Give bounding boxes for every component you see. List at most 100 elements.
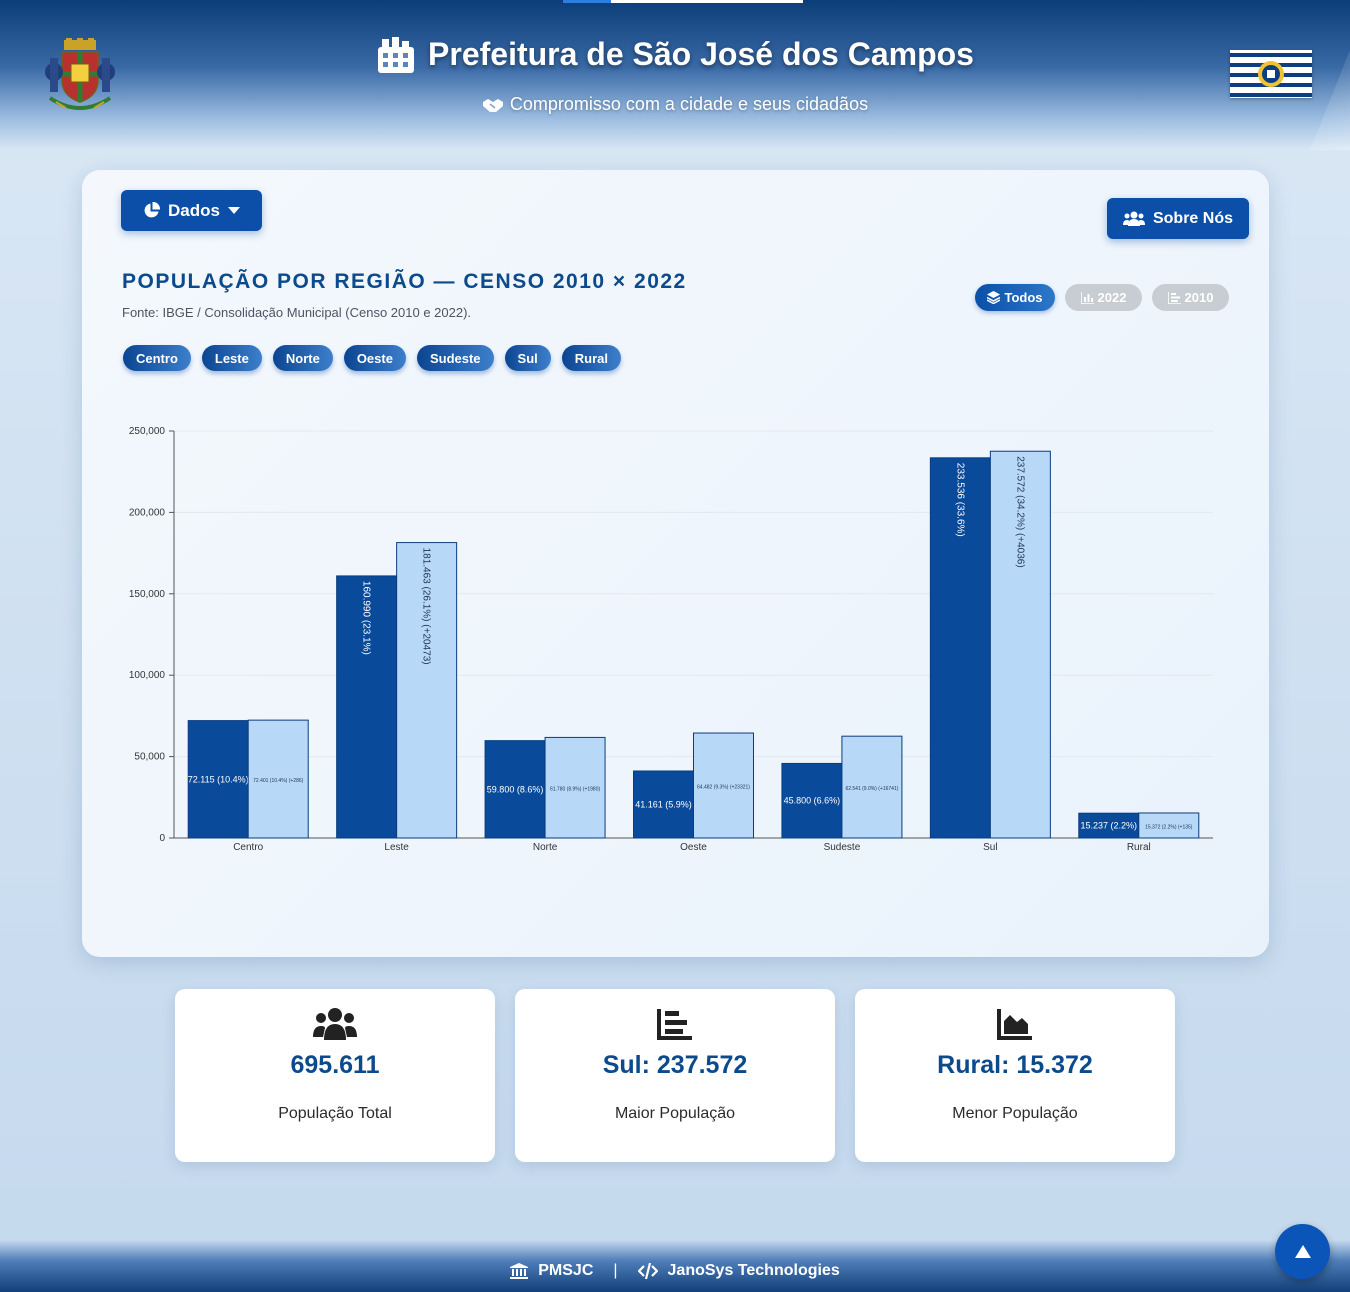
- toggle-todos-label: Todos: [1004, 290, 1043, 305]
- chart-bars-left-icon: [1167, 291, 1181, 304]
- toggle-2022[interactable]: 2022: [1065, 284, 1142, 311]
- bar-value-label: 72.401 (10.4%) (+286): [253, 778, 304, 784]
- site-subtitle: Compromisso com a cidade e seus cidadãos: [0, 94, 1350, 115]
- chip-sul[interactable]: Sul: [504, 345, 551, 371]
- x-tick-label: Oeste: [680, 842, 707, 853]
- x-tick-label: Rural: [1127, 842, 1151, 853]
- stat-min-label: Menor População: [952, 1105, 1078, 1122]
- bar-value-label: 61.780 (8.9%) (+1980): [550, 787, 601, 793]
- view-toggle-group: Todos 2022 2010: [975, 284, 1229, 311]
- bar-oeste-first: [633, 770, 694, 839]
- chart-title: POPULAÇÃO POR REGIÃO — CENSO 2010 × 2022: [122, 270, 687, 293]
- city-buildings-icon: [378, 36, 415, 73]
- bar-value-label: 181.463 (26.1%) (+20473): [421, 548, 432, 665]
- stat-card-min: Rural: 15.372 Menor População: [855, 989, 1175, 1162]
- stat-card-total: 695.611 População Total: [175, 989, 495, 1162]
- y-tick-label: 50,000: [134, 752, 165, 763]
- landmark-icon: [510, 1263, 529, 1279]
- y-tick-label: 0: [159, 833, 165, 844]
- population-bar-chart: 0 50,000 100,000 150,000 200,000 250,000 72.11…: [129, 426, 1213, 853]
- chart-source: Fonte: IBGE / Consolidação Municipal (Ce…: [122, 305, 472, 320]
- layers-icon: [987, 291, 1001, 304]
- bar-leste-first: [336, 575, 398, 839]
- footer-pmsjc-link[interactable]: PMSJC: [538, 1262, 594, 1279]
- y-tick-label: 100,000: [129, 670, 166, 681]
- bar-value-label: 160.990 (23.1%): [361, 581, 372, 655]
- toggle-2010-label: 2010: [1184, 290, 1214, 305]
- bar-value-label: 41.161 (5.9%): [635, 799, 692, 809]
- bar-value-label: 15.237 (2.2%): [1081, 821, 1138, 831]
- users-icon: [313, 1008, 357, 1040]
- chip-norte[interactable]: Norte: [272, 345, 333, 371]
- bar-sul-second: [989, 450, 1051, 839]
- back-to-top-button[interactable]: [1275, 1224, 1330, 1279]
- top-progress-strip: [563, 0, 803, 3]
- footer-content: PMSJC | JanoSys Technologies: [0, 1259, 1350, 1283]
- chip-sudeste[interactable]: Sudeste: [416, 345, 494, 371]
- chip-oeste[interactable]: Oeste: [343, 345, 406, 371]
- footer-janosys-link[interactable]: JanoSys Technologies: [667, 1262, 840, 1279]
- dados-label: Dados: [168, 200, 220, 220]
- stat-min-value: Rural: 15.372: [937, 1051, 1093, 1079]
- coat-of-arms-logo[interactable]: [42, 38, 118, 112]
- stat-total-label: População Total: [278, 1105, 392, 1122]
- toggle-todos[interactable]: Todos: [975, 284, 1055, 311]
- bar-value-label: 15.372 (2.2%) (+135): [1145, 824, 1193, 830]
- bar-sul-first: [929, 457, 991, 839]
- arrow-up-icon: [1294, 1245, 1311, 1258]
- y-tick-label: 150,000: [129, 589, 166, 600]
- dados-dropdown-button[interactable]: Dados: [121, 190, 262, 231]
- site-footer: [0, 1240, 1350, 1292]
- stat-total-value: 695.611: [290, 1051, 380, 1079]
- site-subtitle-text: Compromisso com a cidade e seus cidadãos: [509, 94, 869, 114]
- chip-leste[interactable]: Leste: [201, 345, 262, 371]
- stat-max-label: Maior População: [614, 1105, 736, 1122]
- bar-centro-first: [187, 720, 249, 839]
- bar-leste-second: [396, 542, 458, 839]
- site-title: Prefeitura de São José dos Campos: [0, 36, 1350, 73]
- x-tick-label: Norte: [533, 842, 558, 853]
- bar-sudeste-first: [781, 762, 843, 839]
- bar-oeste-second: [693, 732, 754, 839]
- chip-centro[interactable]: Centro: [123, 345, 191, 371]
- bar-chart-icon: [1080, 291, 1094, 304]
- bar-value-label: 237.572 (34.2%) (+4036): [1014, 456, 1025, 567]
- bar-sudeste-second: [841, 735, 903, 839]
- toggle-2022-label: 2022: [1097, 290, 1127, 305]
- bar-value-label: 62.541 (9.0%) (+16741): [845, 786, 898, 792]
- bar-value-label: 59.800 (8.6%): [487, 784, 544, 794]
- sobre-nos-label: Sobre Nós: [1152, 209, 1233, 227]
- bar-chart-container: 0 50,000 100,000 150,000 200,000 250,000 72.11…: [82, 400, 1269, 860]
- bar-value-label: 64.482 (9.3%) (+23321): [697, 785, 750, 791]
- chip-rural[interactable]: Rural: [561, 345, 621, 371]
- chart-bars-left-icon: [657, 1009, 692, 1040]
- stat-card-max: Sul: 237.572 Maior População: [515, 989, 835, 1162]
- users-icon: [1122, 211, 1145, 226]
- bar-value-label: 45.800 (6.6%): [784, 796, 841, 806]
- y-tick-label: 200,000: [129, 507, 166, 518]
- bar-rural-second: [1138, 812, 1200, 839]
- x-tick-label: Sul: [983, 842, 997, 853]
- sobre-nos-button[interactable]: Sobre Nós: [1107, 198, 1249, 239]
- toggle-2010[interactable]: 2010: [1152, 284, 1229, 311]
- x-tick-label: Centro: [233, 842, 263, 853]
- area-chart-icon: [997, 1009, 1032, 1040]
- handshake-icon: [482, 98, 503, 112]
- bar-centro-second: [247, 719, 309, 839]
- pie-chart-icon: [144, 202, 161, 218]
- bar-value-label: 72.115 (10.4%): [188, 774, 249, 784]
- chart-card: Dados Sobre Nós POPULAÇÃO POR REGIÃO — C…: [82, 170, 1269, 957]
- stat-max-value: Sul: 237.572: [602, 1051, 748, 1079]
- caret-down-icon: [227, 206, 240, 214]
- site-title-text: Prefeitura de São José dos Campos: [428, 36, 974, 72]
- city-flag-logo[interactable]: [1230, 50, 1312, 98]
- site-header: [0, 0, 1350, 150]
- x-tick-label: Leste: [384, 842, 409, 853]
- bar-norte-second: [544, 736, 606, 839]
- y-tick-label: 250,000: [129, 426, 166, 437]
- bar-value-label: 233.536 (33.6%): [954, 463, 965, 537]
- region-filter-chips: Centro Leste Norte Oeste Sudeste Sul Rur…: [123, 345, 621, 371]
- x-tick-label: Sudeste: [824, 842, 861, 853]
- code-icon: [637, 1263, 658, 1279]
- footer-separator: |: [613, 1262, 618, 1279]
